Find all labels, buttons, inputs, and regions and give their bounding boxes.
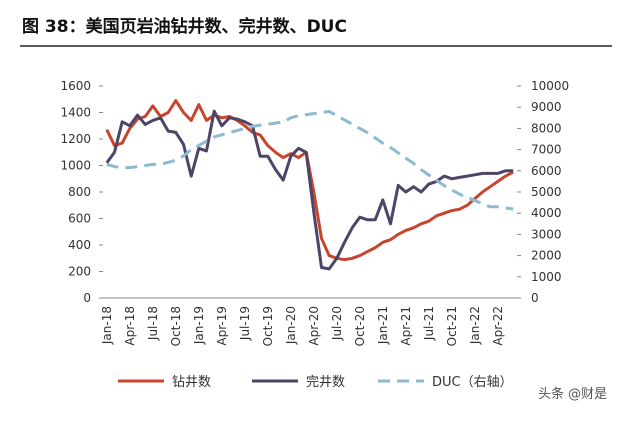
- y-tick-label: 1400: [60, 106, 91, 120]
- watermark: 头条 @财是: [538, 386, 607, 402]
- y2-tick-label: 8000: [531, 121, 562, 135]
- y2-tick-label: 9000: [531, 100, 562, 114]
- y2-tick-label: 6000: [531, 164, 562, 178]
- x-tick-label: Jan-20: [284, 306, 298, 345]
- y-tick-label: 0: [83, 291, 91, 305]
- y2-tick-label: 2000: [531, 249, 562, 263]
- x-tick-label: Jul-19: [238, 306, 252, 341]
- y2-tick-label: 7000: [531, 143, 562, 157]
- y2-tick-label: 1000: [531, 270, 562, 284]
- x-tick-label: Apr-22: [491, 306, 505, 346]
- y2-tick-label: 0: [531, 291, 539, 305]
- x-tick-label: Jan-22: [468, 306, 482, 345]
- y-tick-label: 1600: [60, 79, 91, 93]
- legend-label: DUC（右轴）: [432, 375, 513, 390]
- y-tick-label: 200: [68, 265, 91, 279]
- x-tick-label: Apr-21: [399, 306, 413, 346]
- x-tick-label: Jul-20: [330, 306, 344, 341]
- y-tick-label: 800: [68, 185, 91, 199]
- x-tick-label: Oct-19: [261, 306, 275, 346]
- y2-tick-label: 4000: [531, 206, 562, 220]
- series-line: [105, 109, 514, 271]
- chart-title: 图 38：美国页岩油钻井数、完井数、DUC: [22, 16, 347, 37]
- y-tick-label: 400: [68, 238, 91, 252]
- legend-label: 钻井数: [172, 375, 211, 390]
- x-tick-label: Jan-19: [192, 306, 206, 345]
- x-tick-label: Oct-18: [169, 306, 183, 346]
- x-tick-label: Jul-18: [146, 306, 160, 341]
- x-tick-label: Jan-21: [376, 306, 390, 345]
- x-tick-label: Apr-18: [123, 306, 137, 346]
- x-tick-label: Apr-20: [307, 306, 321, 346]
- series-line: [106, 109, 514, 211]
- y2-tick-label: 5000: [531, 185, 562, 199]
- x-tick-label: Oct-20: [353, 306, 367, 346]
- x-tick-label: Jan-18: [100, 306, 114, 345]
- x-tick-label: Jul-21: [422, 306, 436, 341]
- x-tick-label: Apr-19: [215, 306, 229, 346]
- y-tick-label: 1000: [60, 159, 91, 173]
- x-tick-label: Oct-21: [445, 306, 459, 346]
- y-tick-label: 1200: [60, 132, 91, 146]
- y-tick-label: 600: [68, 212, 91, 226]
- y2-tick-label: 10000: [531, 79, 569, 93]
- y2-tick-label: 3000: [531, 227, 562, 241]
- legend-label: 完井数: [306, 375, 345, 390]
